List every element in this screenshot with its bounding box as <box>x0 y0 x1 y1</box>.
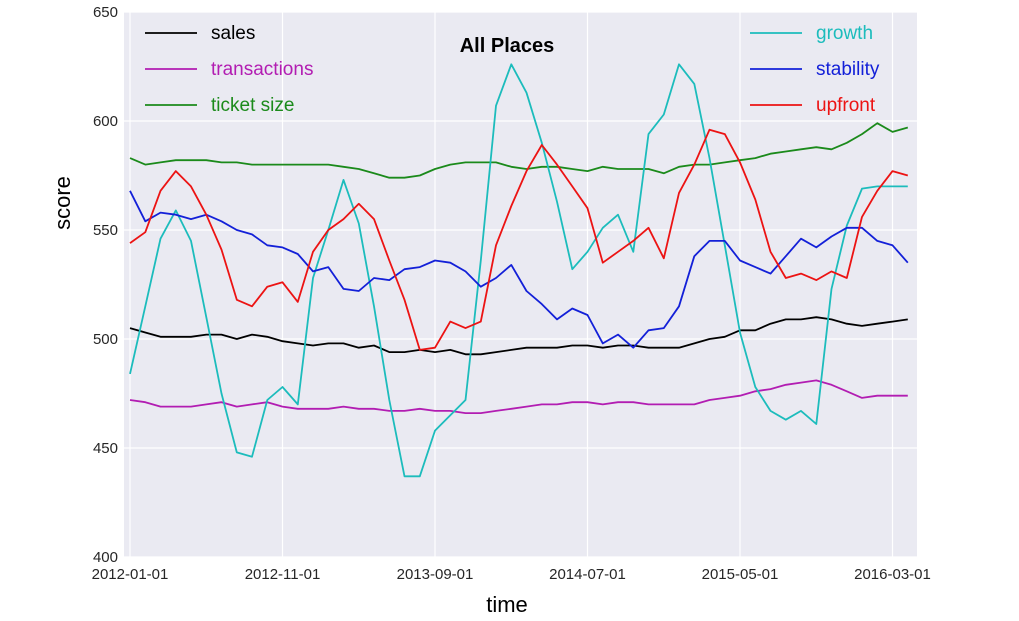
legend-label-transactions: transactions <box>211 59 313 80</box>
x-tick-label: 2012-11-01 <box>245 566 321 583</box>
x-axis-title: time <box>486 592 528 617</box>
x-tick-labels: 2012-01-01 2012-11-01 2013-09-01 2014-07-01… <box>92 566 931 583</box>
chart-title: All Places <box>460 35 555 57</box>
y-tick-label: 400 <box>93 549 118 566</box>
series-line-sales <box>129 316 908 356</box>
series-line-upfront <box>129 128 909 351</box>
y-tick-label: 650 <box>93 4 118 21</box>
legend-left: sales transactions ticket size <box>145 23 313 116</box>
grid-lines <box>124 11 917 558</box>
series-lines <box>129 63 909 478</box>
legend-label-upfront: upfront <box>816 95 876 116</box>
x-tick-label: 2014-07-01 <box>549 566 626 583</box>
series-line-growth <box>129 63 908 478</box>
x-tick-label: 2016-03-01 <box>854 566 931 583</box>
y-tick-label: 500 <box>93 331 118 348</box>
y-tick-label: 550 <box>93 222 118 239</box>
y-tick-label: 450 <box>93 440 118 457</box>
series-line-transactions <box>129 379 908 415</box>
legend-label-sales: sales <box>211 23 255 44</box>
legend-right: growth stability upfront <box>750 23 880 116</box>
series-line-ticket-size <box>129 122 909 179</box>
plot-area <box>124 12 917 557</box>
legend-label-ticket-size: ticket size <box>211 95 294 116</box>
y-axis-title: score <box>50 176 75 230</box>
y-tick-labels: 400 450 500 550 600 650 <box>93 4 118 566</box>
legend-label-growth: growth <box>816 23 873 44</box>
x-tick-label: 2013-09-01 <box>397 566 474 583</box>
x-tick-label: 2015-05-01 <box>702 566 779 583</box>
y-tick-label: 600 <box>93 113 118 130</box>
legend-label-stability: stability <box>816 59 880 80</box>
x-tick-label: 2012-01-01 <box>92 566 169 583</box>
